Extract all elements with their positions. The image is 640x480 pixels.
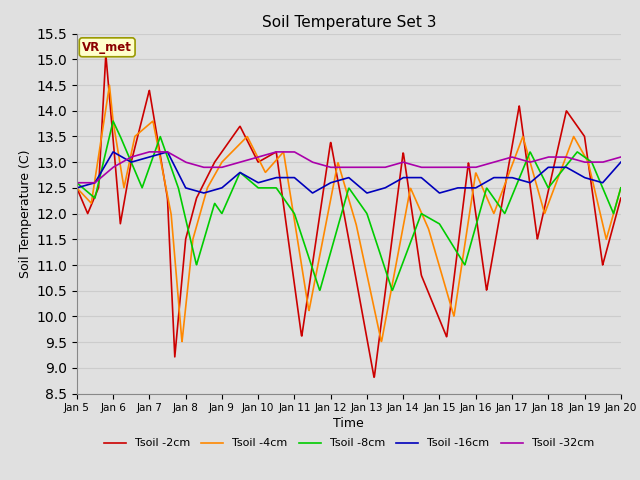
- Tsoil -2cm: [325, 150, 333, 156]
- Tsoil -2cm: [115, 209, 123, 215]
- Tsoil -4cm: [617, 185, 625, 191]
- Tsoil -32cm: [304, 156, 312, 162]
- Tsoil -32cm: [325, 164, 333, 170]
- Tsoil -2cm: [617, 195, 625, 201]
- Tsoil -2cm: [73, 185, 81, 191]
- Tsoil -4cm: [316, 253, 323, 259]
- Tsoil -16cm: [383, 184, 391, 190]
- Tsoil -32cm: [145, 149, 153, 155]
- Tsoil -2cm: [304, 291, 312, 297]
- Tsoil -32cm: [115, 161, 123, 167]
- Legend: Tsoil -2cm, Tsoil -4cm, Tsoil -8cm, Tsoil -16cm, Tsoil -32cm: Tsoil -2cm, Tsoil -4cm, Tsoil -8cm, Tsoi…: [99, 434, 598, 453]
- Tsoil -4cm: [115, 156, 123, 162]
- Tsoil -8cm: [325, 255, 333, 261]
- Tsoil -8cm: [115, 132, 123, 137]
- Tsoil -8cm: [138, 183, 145, 189]
- Tsoil -8cm: [383, 271, 390, 276]
- Tsoil -4cm: [326, 203, 333, 209]
- Tsoil -4cm: [383, 309, 391, 315]
- Tsoil -8cm: [109, 118, 117, 124]
- Text: VR_met: VR_met: [82, 41, 132, 54]
- Tsoil -8cm: [388, 288, 396, 293]
- Tsoil -4cm: [178, 338, 186, 344]
- Tsoil -16cm: [115, 153, 123, 158]
- Tsoil -4cm: [106, 83, 113, 88]
- Tsoil -2cm: [383, 275, 391, 280]
- Tsoil -4cm: [73, 185, 81, 191]
- Line: Tsoil -16cm: Tsoil -16cm: [77, 152, 621, 193]
- Tsoil -32cm: [617, 154, 625, 160]
- Tsoil -16cm: [305, 187, 312, 192]
- Tsoil -8cm: [304, 252, 312, 258]
- Tsoil -32cm: [316, 161, 323, 167]
- Title: Soil Temperature Set 3: Soil Temperature Set 3: [262, 15, 436, 30]
- X-axis label: Time: Time: [333, 418, 364, 431]
- Tsoil -16cm: [138, 156, 145, 162]
- Line: Tsoil -8cm: Tsoil -8cm: [77, 121, 621, 290]
- Line: Tsoil -32cm: Tsoil -32cm: [77, 152, 621, 183]
- Line: Tsoil -2cm: Tsoil -2cm: [77, 54, 621, 377]
- Tsoil -16cm: [617, 159, 625, 165]
- Tsoil -2cm: [316, 216, 323, 222]
- Line: Tsoil -4cm: Tsoil -4cm: [77, 85, 621, 341]
- Y-axis label: Soil Temperature (C): Soil Temperature (C): [19, 149, 32, 278]
- Tsoil -16cm: [200, 190, 207, 196]
- Tsoil -32cm: [73, 180, 81, 186]
- Tsoil -4cm: [305, 305, 312, 311]
- Tsoil -16cm: [326, 180, 333, 186]
- Tsoil -8cm: [73, 180, 81, 186]
- Tsoil -16cm: [109, 149, 117, 155]
- Tsoil -32cm: [383, 164, 390, 170]
- Tsoil -32cm: [137, 151, 145, 157]
- Tsoil -2cm: [370, 374, 378, 380]
- Tsoil -8cm: [316, 286, 323, 292]
- Tsoil -2cm: [138, 119, 145, 125]
- Tsoil -2cm: [102, 51, 109, 57]
- Tsoil -8cm: [617, 185, 625, 191]
- Tsoil -16cm: [73, 185, 81, 191]
- Tsoil -16cm: [316, 186, 323, 192]
- Tsoil -4cm: [138, 128, 145, 134]
